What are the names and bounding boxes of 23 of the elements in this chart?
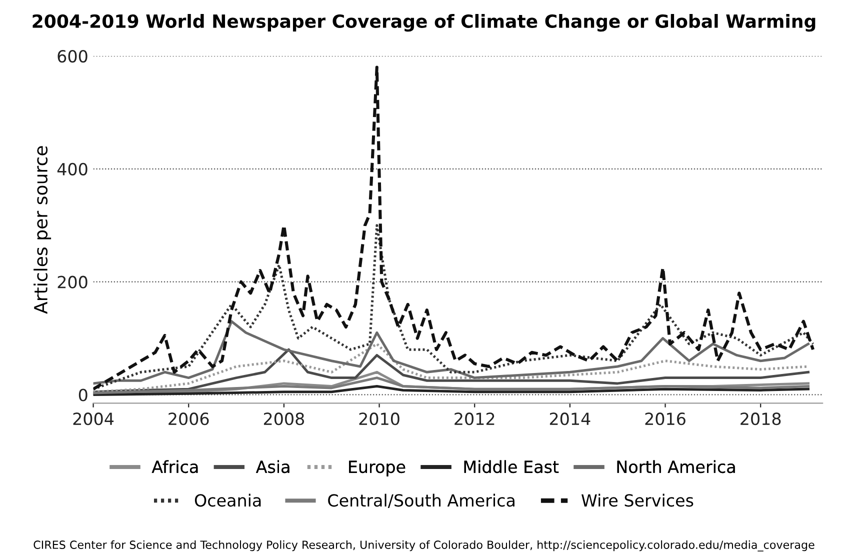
y-tick-label: 600: [58, 50, 88, 63]
legend-label: Wire Services: [582, 494, 694, 507]
x-tick-label: 2006: [168, 412, 209, 426]
legend-label: Europe: [349, 460, 406, 476]
y-tick-label: 200: [58, 276, 88, 288]
legend-label: North America: [617, 460, 735, 474]
text: CIRES Center for Science and Technology Policy Research, University of Colorado Boulder, http://sciencepolicy.colorado.edu/media_coverage: [34, 540, 814, 552]
legend-label: Middle East: [464, 460, 559, 474]
legend-label: Oceania: [194, 494, 261, 507]
x-tick-label: 2010: [359, 412, 400, 426]
x-tick-label: 2008: [264, 412, 304, 426]
x-tick-label: 2016: [645, 412, 686, 426]
x-tick-label: 2018: [740, 412, 781, 426]
x-tick-label: 2014: [550, 412, 590, 426]
x-tick-label: 2012: [454, 412, 494, 426]
y-axis-title: Articles per source: [34, 146, 52, 314]
legend-label: Central/South America: [328, 494, 514, 508]
legend-label: Africa: [152, 460, 198, 474]
y-tick-label: 400: [57, 162, 88, 176]
chart-title: 2004-2019 World Newspaper Coverage of Climate Change or Global Warming: [32, 14, 816, 32]
y-tick-label: 0: [78, 388, 88, 402]
legend-label: Asia: [256, 460, 290, 474]
x-tick-label: 2004: [73, 412, 114, 426]
